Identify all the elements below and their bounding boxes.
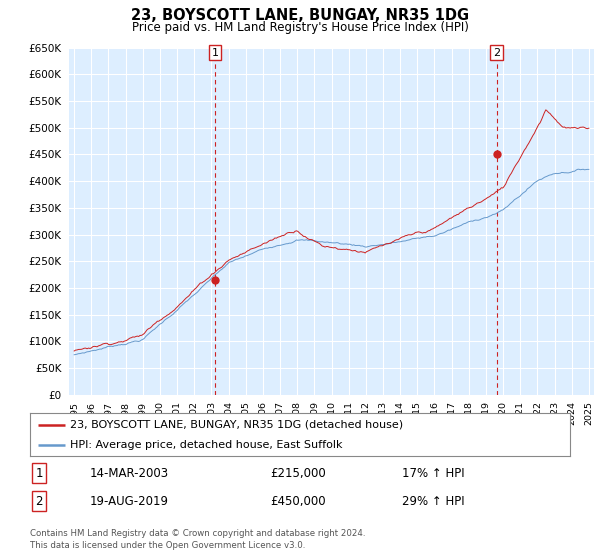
Text: 17% ↑ HPI: 17% ↑ HPI bbox=[402, 466, 464, 480]
Text: 1: 1 bbox=[211, 48, 218, 58]
Text: 23, BOYSCOTT LANE, BUNGAY, NR35 1DG: 23, BOYSCOTT LANE, BUNGAY, NR35 1DG bbox=[131, 8, 469, 24]
Text: Contains HM Land Registry data © Crown copyright and database right 2024.
This d: Contains HM Land Registry data © Crown c… bbox=[30, 529, 365, 550]
Text: 1: 1 bbox=[35, 466, 43, 480]
Text: 14-MAR-2003: 14-MAR-2003 bbox=[90, 466, 169, 480]
Text: Price paid vs. HM Land Registry's House Price Index (HPI): Price paid vs. HM Land Registry's House … bbox=[131, 21, 469, 34]
Text: £215,000: £215,000 bbox=[270, 466, 326, 480]
Text: 19-AUG-2019: 19-AUG-2019 bbox=[90, 494, 169, 508]
Text: 2: 2 bbox=[35, 494, 43, 508]
Text: 29% ↑ HPI: 29% ↑ HPI bbox=[402, 494, 464, 508]
Text: 23, BOYSCOTT LANE, BUNGAY, NR35 1DG (detached house): 23, BOYSCOTT LANE, BUNGAY, NR35 1DG (det… bbox=[71, 419, 404, 430]
Text: 2: 2 bbox=[493, 48, 500, 58]
Text: HPI: Average price, detached house, East Suffolk: HPI: Average price, detached house, East… bbox=[71, 440, 343, 450]
Text: £450,000: £450,000 bbox=[270, 494, 326, 508]
